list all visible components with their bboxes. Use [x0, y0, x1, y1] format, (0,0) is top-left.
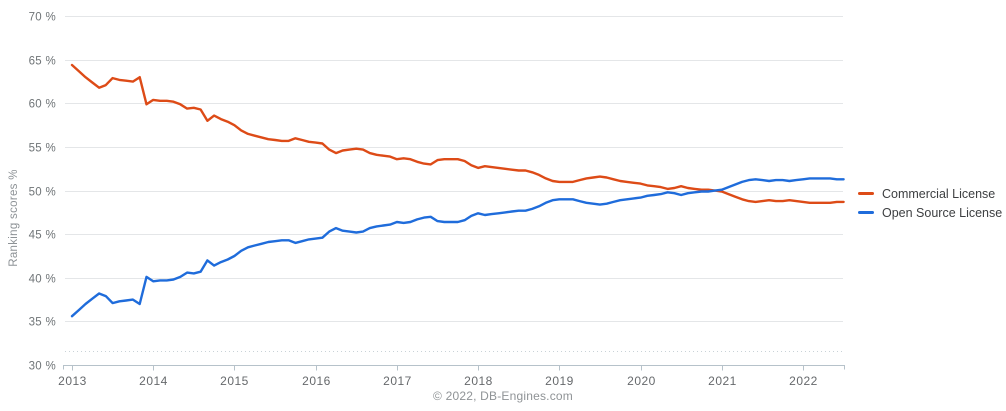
legend-label-open-source: Open Source License: [882, 205, 1003, 220]
x-tick-label: 2020: [627, 374, 656, 388]
x-tick-label: 2019: [545, 374, 574, 388]
y-tick-label: 30 %: [29, 361, 56, 373]
legend-label-commercial: Commercial License: [882, 186, 996, 201]
y-tick-label: 70 %: [29, 12, 56, 24]
y-tick-label: 40 %: [29, 274, 56, 286]
y-tick-label: 65 %: [29, 56, 56, 68]
x-tick-label: 2014: [139, 374, 168, 388]
series-line-open-source-license[interactable]: [70, 177, 845, 318]
y-tick-label: 35 %: [29, 317, 56, 329]
y-tick-label: 60 %: [29, 99, 56, 111]
y-tick-label: 55 %: [29, 143, 56, 155]
legend-item-open-source-license[interactable]: Open Source License: [858, 203, 1002, 222]
y-axis-title: Ranking scores %: [8, 169, 20, 267]
x-tick-label: 2022: [789, 374, 818, 388]
series-line-commercial-license[interactable]: [70, 63, 845, 205]
y-tick-label: 50 %: [29, 187, 56, 199]
x-tick-label: 2016: [302, 374, 331, 388]
x-tick-label: 2021: [708, 374, 737, 388]
y-tick-label: 45 %: [29, 230, 56, 242]
copyright-text: © 2022, DB-Engines.com: [433, 389, 573, 403]
legend-item-commercial-license[interactable]: Commercial License: [858, 184, 1002, 203]
x-tick-label: 2017: [383, 374, 412, 388]
commercial-line-swatch-icon: [858, 192, 874, 195]
x-tick-label: 2013: [58, 374, 87, 388]
x-tick-label: 2018: [464, 374, 493, 388]
x-tick-label: 2015: [220, 374, 249, 388]
legend: Commercial License Open Source License: [858, 184, 1002, 222]
open-source-line-swatch-icon: [858, 211, 874, 214]
